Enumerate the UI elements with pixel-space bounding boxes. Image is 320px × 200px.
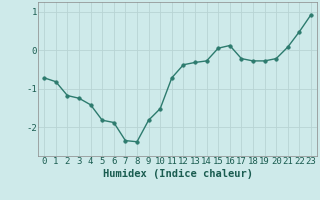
X-axis label: Humidex (Indice chaleur): Humidex (Indice chaleur) bbox=[103, 169, 252, 179]
